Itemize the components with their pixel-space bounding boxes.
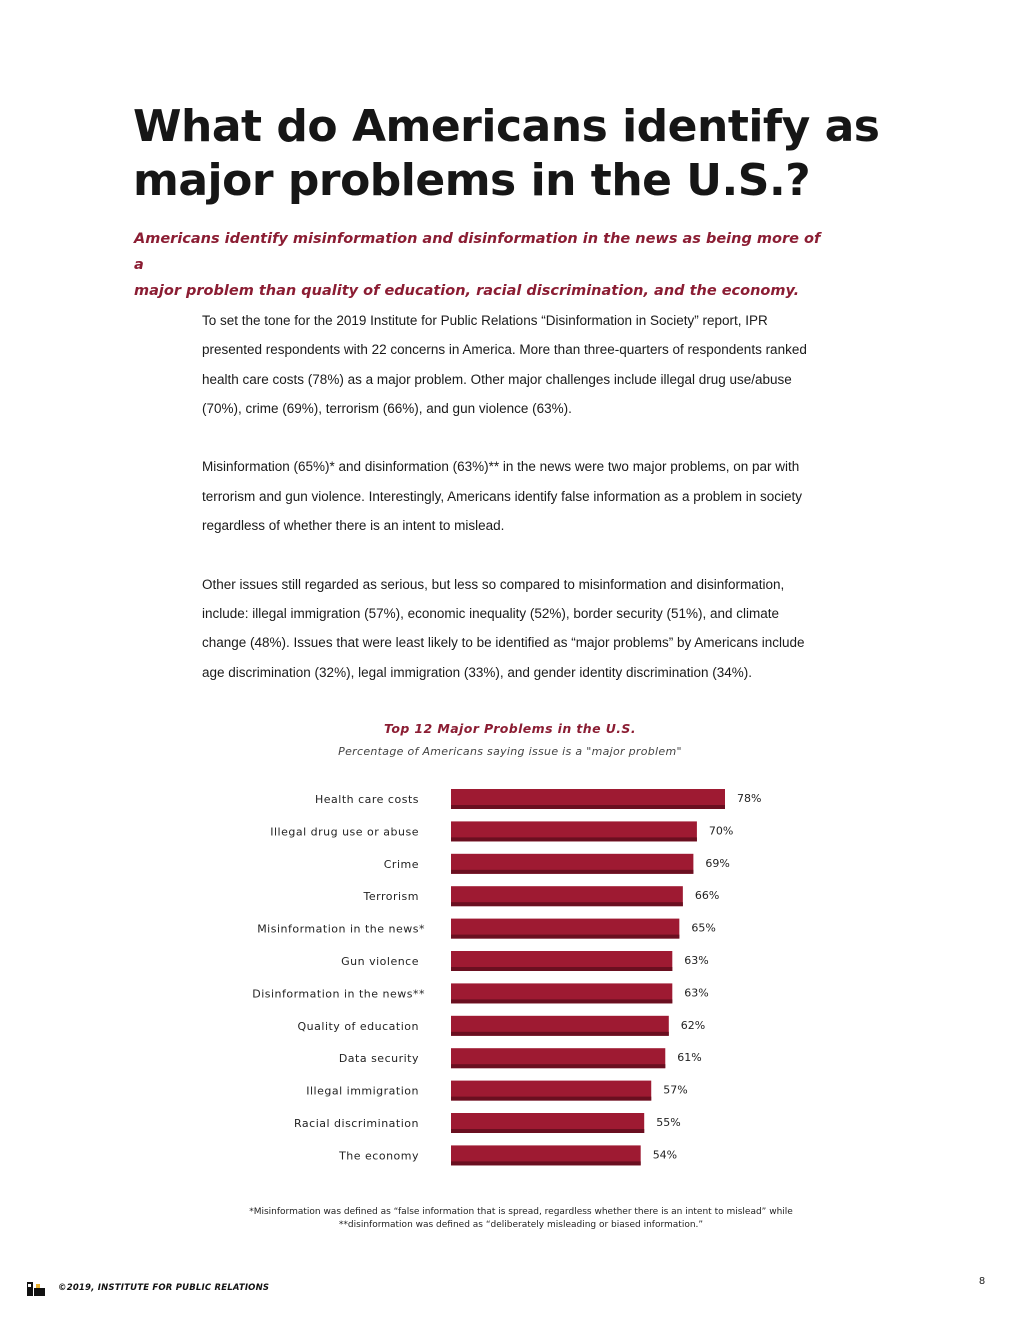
footnote: *Misinformation was defined as “false in… xyxy=(0,1206,1020,1232)
page-title-line-1: What do Americans identify as xyxy=(133,101,880,152)
body-paragraph-1: To set the tone for the 2019 Institute f… xyxy=(202,313,807,416)
body-paragraph-3: Other issues still regarded as serious, … xyxy=(202,576,805,680)
bar-value-label: 63% xyxy=(684,954,708,967)
bar-label: Health care costs xyxy=(315,793,419,806)
bar-value-label: 54% xyxy=(653,1148,677,1161)
bar xyxy=(451,918,680,939)
bar-value-label: 66% xyxy=(695,889,719,902)
bar-value-label: 78% xyxy=(737,792,761,805)
bar-shadow xyxy=(451,869,694,874)
bar-shadow xyxy=(451,934,680,939)
page-number: 8 xyxy=(978,1276,986,1287)
bar-shadow xyxy=(451,967,673,971)
bar xyxy=(451,1080,652,1101)
bar xyxy=(451,1145,641,1166)
bar-value-label: 62% xyxy=(681,1019,705,1032)
bar-chart: Health care costs 78% Illegal drug use or … xyxy=(252,789,761,1166)
body-paragraph-2: Misinformation (65%)* and disinformation… xyxy=(202,459,803,534)
bar-label: Gun violence xyxy=(341,955,419,968)
bar-label: Racial discrimination xyxy=(294,1117,419,1130)
ipr-logo-icon xyxy=(26,1280,46,1303)
bar xyxy=(451,983,673,1004)
bar xyxy=(451,1015,669,1036)
bar-label: Quality of education xyxy=(298,1020,419,1033)
bar xyxy=(451,886,683,907)
bar-shadow xyxy=(451,1161,641,1166)
bar-label: Data security xyxy=(339,1052,419,1065)
bar-value-label: 65% xyxy=(691,922,715,935)
bar-value-label: 63% xyxy=(684,986,708,999)
bar xyxy=(451,789,725,809)
bar-shadow xyxy=(451,902,683,907)
bar xyxy=(451,1113,645,1133)
bar-value-label: 61% xyxy=(677,1051,701,1064)
bar-shadow xyxy=(451,837,697,842)
bar xyxy=(451,1048,666,1069)
page-subtitle: Americans identify misinformation and di… xyxy=(134,226,834,304)
bar-shadow xyxy=(451,1031,669,1036)
bar-label: Misinformation in the news* xyxy=(257,923,425,936)
bar-value-label: 69% xyxy=(705,857,729,870)
chart-title: Top 12 Major Problems in the U.S. xyxy=(384,721,636,736)
bar xyxy=(451,951,673,971)
bar-label: Illegal immigration xyxy=(306,1085,419,1098)
bar-value-label: 70% xyxy=(709,824,733,837)
bar-shadow xyxy=(451,1064,666,1069)
bar-shadow xyxy=(451,1129,645,1133)
bar-shadow xyxy=(451,805,725,809)
page-subtitle-line-1: Americans identify misinformation and di… xyxy=(134,231,821,273)
bar-label: Crime xyxy=(384,858,419,871)
bar xyxy=(451,821,697,842)
chart-subtitle: Percentage of Americans saying issue is … xyxy=(338,745,682,758)
page-title-line-2: major problems in the U.S.? xyxy=(133,155,811,206)
bar-label: Disinformation in the news** xyxy=(252,987,425,1000)
bar xyxy=(451,853,694,874)
page-subtitle-line-2: major problem than quality of education,… xyxy=(134,283,800,299)
bar-shadow xyxy=(451,999,673,1004)
footnote-line-1: *Misinformation was defined as “false in… xyxy=(249,1207,793,1217)
bar-value-label: 57% xyxy=(663,1084,687,1097)
bar-label: Illegal drug use or abuse xyxy=(270,825,419,838)
copyright-text: ©2019, INSTITUTE FOR PUBLIC RELATIONS xyxy=(58,1283,270,1293)
footnote-line-2: **disinformation was defined as “deliber… xyxy=(338,1220,704,1230)
bar-label: Terrorism xyxy=(363,890,419,903)
bar-label: The economy xyxy=(338,1149,419,1162)
bar-value-label: 55% xyxy=(656,1116,680,1129)
bar-shadow xyxy=(451,1096,652,1101)
body-text: To set the tone for the 2019 Institute f… xyxy=(202,306,822,716)
page-title: What do Americans identify as major prob… xyxy=(133,100,893,208)
